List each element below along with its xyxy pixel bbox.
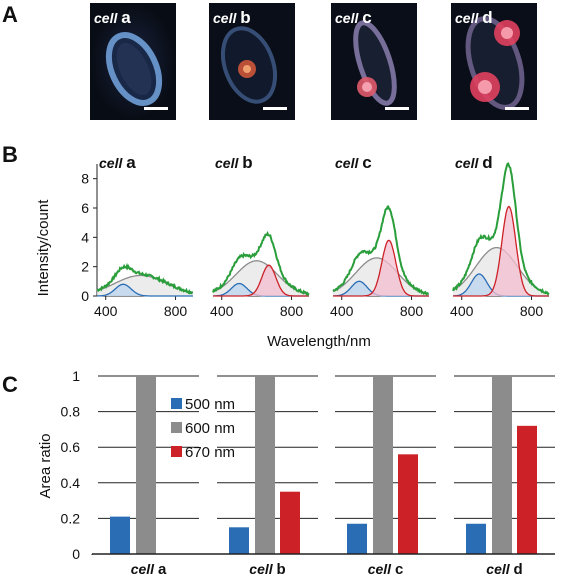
cell-a-label: cell a (94, 8, 131, 27)
spectrum-subplot: 400 800 cell b (210, 153, 310, 319)
y-tick-label: 1 (72, 368, 80, 384)
spectra-chart: Intensity/count Wavelength/nm 0 2 4 6 8 400 80… (35, 153, 550, 350)
x-tick-label: 800 (164, 303, 188, 319)
cell-c-image (331, 3, 417, 120)
subplot-label: cell d (455, 153, 493, 172)
cell-a-image (90, 3, 176, 120)
bar (255, 376, 275, 554)
x-tick-label: 800 (400, 303, 424, 319)
subplot-label: cell a (99, 153, 136, 172)
area-ratio-chart: Area ratio 0 0.2 0.4 0.6 0.8 1 cell a cell b cel… (37, 368, 555, 578)
measured-spectrum (332, 205, 429, 297)
bar (373, 376, 393, 554)
x-tick-label: 400 (450, 303, 474, 319)
legend-label: 670 nm (185, 444, 235, 461)
bar (280, 491, 300, 554)
bar (136, 376, 156, 554)
legend-swatch (171, 446, 182, 457)
bar (466, 523, 486, 554)
legend-label: 600 nm (185, 420, 235, 437)
component-curve (453, 205, 549, 297)
component-fill (453, 274, 549, 296)
spectrum-subplot: 0 2 4 6 8 400 800 cell a (81, 153, 194, 319)
y-tick-label: 0.2 (61, 510, 81, 526)
micrograph-cell-a: cell a (90, 3, 176, 120)
component-fill (213, 283, 309, 296)
component-fill (97, 284, 193, 296)
component-fill (333, 281, 429, 296)
scale-bar (385, 107, 409, 110)
y-tick-label: 4 (81, 229, 89, 245)
category-label: cell b (249, 561, 285, 578)
micrograph-cell-b: cell b (209, 3, 295, 120)
cell-b-label: cell b (213, 8, 251, 27)
scale-bar (144, 107, 168, 110)
legend-swatch (171, 422, 182, 433)
y-tick-label: 2 (81, 259, 89, 275)
subplot-label: cell c (335, 153, 372, 172)
y-tick-label: 0 (81, 288, 89, 304)
bar (110, 516, 130, 554)
cell-b-image (209, 3, 295, 120)
y-tick-label: 0.4 (61, 475, 81, 491)
bar (398, 454, 418, 554)
panel-label-b: B (2, 142, 18, 167)
y-tick-label: 8 (81, 171, 89, 187)
cell-c-label: cell c (335, 8, 372, 27)
component-curve (96, 283, 193, 297)
micrograph-cell-d: cell d (451, 3, 537, 120)
x-tick-label: 800 (280, 303, 304, 319)
category-label: cell d (486, 561, 522, 578)
category-label: cell c (368, 561, 404, 578)
x-tick-label: 400 (210, 303, 234, 319)
y-tick-label: 0.6 (61, 439, 81, 455)
bar (229, 527, 249, 554)
y-tick-label: 0 (72, 546, 80, 562)
scale-bar (263, 107, 287, 110)
component-curve (333, 239, 429, 297)
x-tick-label: 400 (330, 303, 354, 319)
subplot-label: cell b (215, 153, 253, 172)
bar (347, 523, 367, 554)
y-tick-label: 0.8 (61, 404, 81, 420)
measured-spectrum (452, 162, 550, 297)
legend-label: 500 nm (185, 396, 235, 413)
y-tick-label: 6 (81, 200, 89, 216)
bar (517, 425, 537, 554)
panel-label-a: A (2, 2, 18, 27)
category-label: cell a (131, 561, 167, 578)
x-tick-label: 400 (94, 303, 118, 319)
x-tick-label: 800 (520, 303, 544, 319)
panel-label-c: C (2, 372, 18, 397)
y-axis-label: Intensity/count (35, 199, 52, 297)
scale-bar (505, 107, 529, 110)
component-curve (213, 264, 309, 297)
micrograph-cell-c: cell c (331, 3, 417, 120)
cell-d-image (451, 3, 537, 120)
legend-swatch (171, 398, 182, 409)
bar (492, 376, 512, 554)
legend: 500 nm 600 nm 670 nm (171, 396, 235, 461)
cell-d-label: cell d (455, 8, 493, 27)
x-axis-label: Wavelength/nm (267, 333, 371, 350)
y-axis-label: Area ratio (37, 433, 54, 498)
spectrum-subplot: 400 800 cell c (330, 153, 430, 319)
measured-spectrum (96, 262, 194, 295)
spectrum-subplot: 400 800 cell d (450, 153, 550, 319)
measured-spectrum (212, 230, 310, 297)
